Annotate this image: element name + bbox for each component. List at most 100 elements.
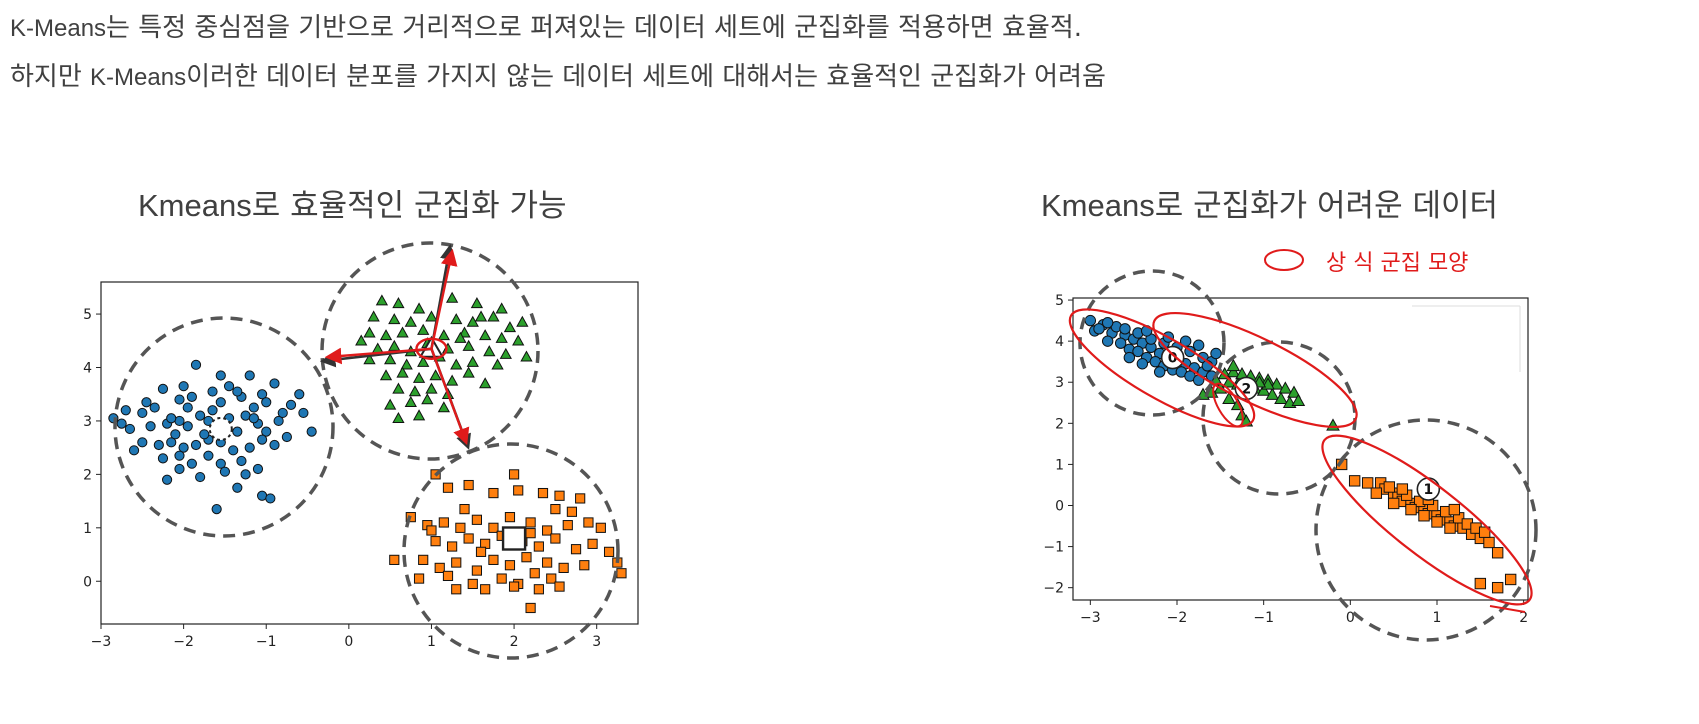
data-point-square	[513, 485, 524, 496]
data-point-square	[504, 512, 516, 523]
data-point-square	[558, 562, 569, 573]
data-point-circle	[1101, 335, 1114, 347]
data-point-square	[480, 584, 491, 595]
data-point-circle	[195, 471, 206, 483]
data-point-triangle	[445, 291, 459, 303]
data-point-circle	[273, 415, 284, 427]
data-point-circle	[174, 450, 185, 461]
data-point-triangle	[450, 313, 463, 325]
data-point-circle	[1101, 316, 1114, 329]
y-tick-label: 2	[83, 467, 92, 483]
intro-line-2-prefix: 하지만	[10, 62, 91, 92]
data-point-square	[504, 560, 516, 571]
y-tick-label: 0	[1055, 498, 1064, 514]
data-point-square	[496, 573, 507, 584]
annotation-ellipse	[1321, 434, 1533, 606]
data-point-square	[554, 581, 565, 592]
data-point-circle	[1132, 345, 1144, 358]
data-point-triangle	[1226, 358, 1241, 372]
intro-line-1-kmeans: K-Means	[10, 15, 107, 42]
data-point-circle	[248, 413, 259, 424]
right-scatter-chart: −3 −2 −1 0 1 2 5 4 3 2 1 0 −1 −2 0 1 2	[1043, 269, 1538, 642]
data-point-triangle	[384, 353, 397, 365]
data-point-circle	[261, 397, 272, 408]
data-point-triangle	[466, 355, 479, 367]
intro-line-1: K-Means는 특정 중심점을 기반으로 거리적으로 퍼져있는 데이터 세트에…	[10, 4, 1106, 53]
data-point-circle	[166, 437, 177, 448]
data-point-triangle	[516, 315, 529, 327]
data-point-square	[550, 504, 561, 515]
data-point-triangle	[408, 385, 422, 397]
cluster-boundary-circle	[402, 442, 620, 660]
data-point-circle	[1084, 314, 1097, 327]
data-point-square	[542, 557, 553, 568]
data-point-circle	[141, 397, 152, 408]
cluster-center	[501, 526, 527, 551]
cluster-center	[208, 416, 233, 441]
data-point-triangle	[450, 358, 463, 370]
data-point-square	[1504, 573, 1517, 586]
data-point-triangle	[474, 310, 488, 322]
data-point-square	[583, 517, 594, 528]
y-tick-label: 1	[1055, 457, 1064, 473]
data-point-square	[1478, 526, 1491, 538]
data-point-triangle	[392, 382, 405, 394]
x-tick-label: 2	[510, 634, 519, 650]
data-point-square	[426, 525, 437, 536]
cluster-center-label: 1	[1423, 482, 1433, 498]
left-title-text: 로 효율적인 군집화 가능	[251, 188, 567, 224]
data-point-circle	[190, 359, 202, 370]
y-tick-label: 0	[83, 574, 92, 590]
left-chart-title: Kmeans로 효율적인 군집화 가능	[138, 180, 567, 225]
data-point-triangle	[379, 369, 393, 381]
data-point-triangle	[1269, 377, 1284, 390]
data-point-square	[442, 570, 454, 582]
data-point-triangle	[388, 339, 401, 351]
data-point-circle	[190, 439, 202, 451]
data-point-circle	[128, 445, 140, 456]
data-point-circle	[219, 466, 231, 477]
data-point-triangle	[392, 411, 405, 423]
data-point-square	[537, 487, 549, 499]
intro-line-1-text: 는 특정 중심점을 기반으로 거리적으로 퍼져있는 데이터 세트에 군집화를 적…	[106, 13, 1082, 43]
data-point-triangle	[1291, 393, 1306, 407]
data-point-square	[418, 554, 429, 565]
data-point-square	[603, 546, 615, 557]
data-point-circle	[203, 450, 214, 461]
data-point-triangle	[388, 313, 401, 325]
data-point-triangle	[445, 374, 459, 386]
data-point-square	[542, 525, 553, 536]
data-point-circle	[285, 399, 297, 411]
left-title-kmeans: Kmeans	[138, 188, 252, 223]
data-point-circle	[186, 391, 197, 402]
y-tick-label: 3	[1055, 375, 1064, 391]
x-tick-label: 0	[1346, 610, 1355, 626]
cluster-center-label: 2	[1241, 381, 1251, 397]
data-point-square	[1396, 483, 1409, 495]
data-point-square	[451, 557, 462, 568]
data-point-triangle	[429, 369, 442, 381]
data-point-triangle	[392, 297, 405, 309]
data-point-triangle	[470, 297, 484, 309]
data-point-circle	[1210, 347, 1222, 360]
cluster-center	[1160, 345, 1185, 370]
data-point-square	[471, 514, 482, 525]
data-point-triangle	[412, 409, 426, 421]
note-text: 상 식 군집 모양	[1326, 251, 1468, 276]
annotation-ellipse	[1212, 382, 1244, 428]
data-point-square	[434, 562, 445, 573]
data-point-circle	[281, 431, 292, 443]
x-tick-label: −3	[91, 634, 112, 650]
cluster-center-label: 0	[1168, 351, 1178, 367]
data-point-circle	[228, 445, 239, 456]
data-point-circle	[207, 386, 218, 397]
data-point-circle	[166, 413, 177, 424]
data-point-triangle	[375, 294, 389, 306]
data-point-triangle	[1222, 391, 1236, 404]
data-point-triangle	[1278, 381, 1293, 394]
y-tick-label: 1	[83, 521, 92, 537]
data-point-square	[438, 517, 449, 528]
data-point-square	[471, 565, 482, 576]
data-point-circle	[1136, 358, 1149, 370]
data-point-triangle	[503, 321, 517, 333]
